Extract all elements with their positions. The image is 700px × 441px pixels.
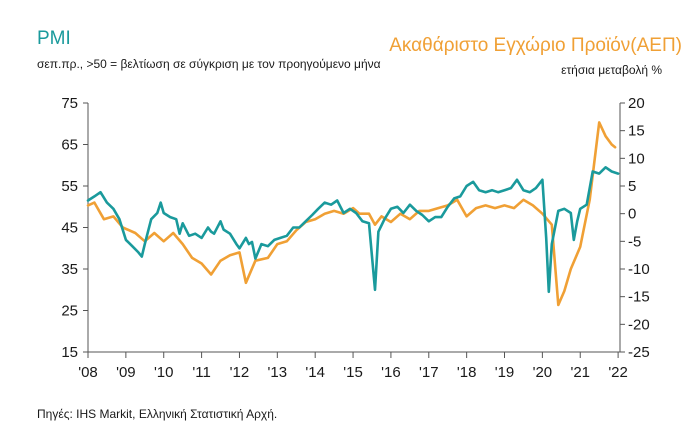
- x-tick-label: '20: [533, 364, 553, 381]
- gdp-subtitle: ετήσια μεταβολή %: [561, 63, 662, 77]
- x-tick-label: '16: [381, 364, 401, 381]
- x-tick-label: '18: [457, 364, 477, 381]
- pmi-subtitle: σεπ.πρ., >50 = βελτίωση σε σύγκριση με τ…: [37, 57, 381, 71]
- x-tick-label: '12: [230, 364, 250, 381]
- x-tick-label: '08: [78, 364, 98, 381]
- chart-lines: [86, 121, 620, 307]
- x-tick-label: '09: [116, 364, 136, 381]
- x-tick-label: '17: [419, 364, 439, 381]
- y-right-tick-label: -10: [628, 261, 650, 278]
- pmi-title: PMI: [37, 28, 71, 49]
- x-tick-label: '15: [343, 364, 363, 381]
- y-left-tick-label: 55: [61, 178, 78, 195]
- y-left-tick-label: 75: [61, 95, 78, 112]
- y-right-tick-label: 0: [628, 206, 636, 223]
- chart-axes: 75 65 55 45 35 25 15 20 15 10 5 0 -5 -10 -15 -20 -25 '08 '…: [61, 95, 649, 381]
- y-right-tick-label: 10: [628, 150, 645, 167]
- y-left-tick-label: 15: [61, 344, 78, 361]
- y-left-tick-label: 65: [61, 137, 78, 154]
- y-right-tick-label: 5: [628, 178, 636, 195]
- y-right-tick-label: -15: [628, 289, 650, 306]
- x-tick-label: '21: [570, 364, 590, 381]
- y-left-tick-label: 45: [61, 220, 78, 237]
- y-left-tick-label: 25: [61, 303, 78, 320]
- x-tick-label: '10: [154, 364, 174, 381]
- y-right-tick-label: 20: [628, 95, 645, 112]
- y-right-tick-label: 15: [628, 123, 645, 140]
- x-tick-label: '14: [305, 364, 325, 381]
- pmi-line: [86, 166, 620, 294]
- x-tick-label: '13: [268, 364, 288, 381]
- gdp-title: Ακαθάριστο Εγχώριο Προϊόν(ΑΕΠ): [389, 35, 682, 56]
- source-note: Πηγές: IHS Markit, Ελληνική Στατιστική Α…: [37, 407, 278, 421]
- y-right-tick-label: -5: [628, 233, 641, 250]
- x-tick-label: '22: [608, 364, 628, 381]
- y-right-tick-label: -20: [628, 316, 650, 333]
- y-right-tick-label: -25: [628, 344, 650, 361]
- x-tick-label: '19: [495, 364, 515, 381]
- x-tick-label: '11: [192, 364, 210, 381]
- y-left-tick-label: 35: [61, 261, 78, 278]
